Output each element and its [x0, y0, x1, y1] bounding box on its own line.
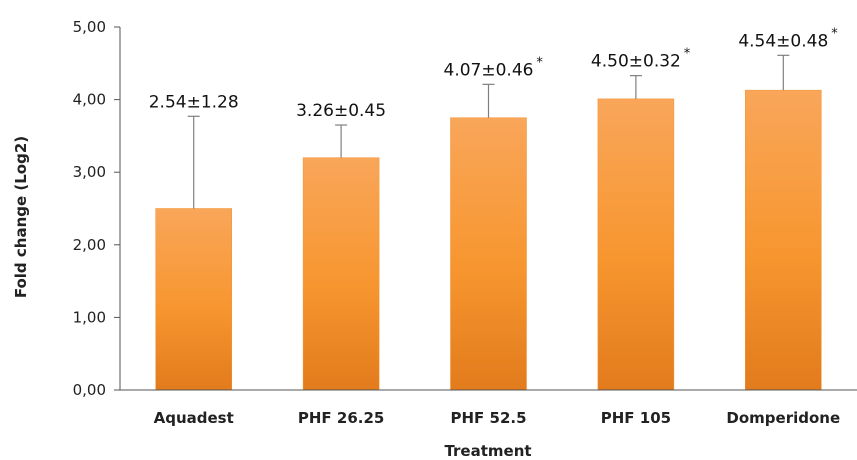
- bar-3: [450, 117, 527, 391]
- significance-mark-3: *: [536, 55, 543, 70]
- y-tick-label: 3,00: [73, 163, 106, 181]
- significance-mark-4: *: [684, 47, 691, 62]
- y-axis: 0,00 1,00 2,00 3,00 4,00 5,00: [73, 18, 121, 399]
- y-axis-title: Fold change (Log2): [12, 136, 30, 298]
- x-category-label: PHF 26.25: [298, 409, 384, 427]
- bar-1: [155, 208, 232, 391]
- data-label-4: 4.50±0.32: [591, 52, 681, 72]
- x-category-label: Aquadest: [154, 409, 234, 427]
- data-label-3: 4.07±0.46: [444, 60, 534, 80]
- bars-group: 2.54±1.28 3.26±0.454.07±0.46 * 4.50±0.32 *4.…: [149, 26, 838, 391]
- y-tick-label: 2,00: [73, 236, 106, 254]
- y-tick-label: 1,00: [73, 308, 106, 326]
- x-axis-title: Treatment: [444, 442, 531, 460]
- bar-4: [597, 98, 675, 391]
- data-label-5: 4.54±0.48: [738, 31, 828, 51]
- y-tick-label: 4,00: [73, 91, 106, 109]
- x-category-label: PHF 52.5: [450, 409, 526, 427]
- x-axis: Aquadest PHF 26.25 PHF 52.5 PHF 105 Domperid…: [120, 389, 857, 427]
- data-label-2: 3.26±0.45: [296, 101, 386, 121]
- significance-mark-5: *: [831, 26, 838, 41]
- y-tick-label: 5,00: [73, 18, 106, 36]
- bar-2: [302, 157, 380, 391]
- x-category-label: PHF 105: [601, 409, 671, 427]
- x-category-label: Domperidone: [726, 409, 840, 427]
- bar-5: [745, 89, 822, 391]
- data-label-1: 2.54±1.28: [149, 92, 239, 112]
- y-tick-label: 0,00: [73, 381, 106, 399]
